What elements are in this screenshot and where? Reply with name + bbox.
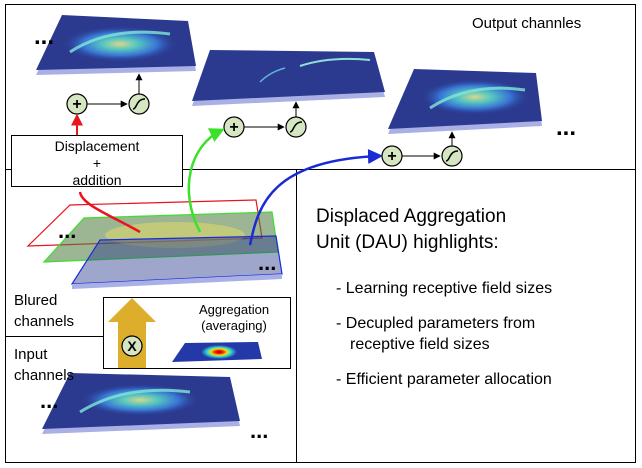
blurred-plane-base bbox=[72, 274, 282, 289]
highlight-item-learning: - Learning receptive field sizes bbox=[336, 280, 553, 297]
highlight-item-decoupled-cont: receptive field sizes bbox=[350, 336, 490, 353]
output-plane-2 bbox=[192, 50, 385, 106]
highlights-title-line2: Unit (DAU) highlights: bbox=[316, 232, 499, 253]
highlights-title-line1: Displaced Aggregation bbox=[316, 206, 507, 227]
displacement-text: Displacement bbox=[54, 138, 140, 154]
output-channels-label: Output channles bbox=[472, 15, 582, 32]
blue-displacement-path bbox=[248, 148, 383, 246]
blurred-plane-green bbox=[42, 211, 279, 263]
blurred-channels-text: channels bbox=[14, 313, 75, 330]
activation-node-3 bbox=[441, 145, 463, 167]
averaging-text: (averaging) bbox=[201, 318, 267, 333]
addition-text: addition bbox=[72, 172, 122, 188]
plus-text: + bbox=[92, 155, 102, 171]
input-channels-text: channels bbox=[14, 367, 75, 384]
multiply-node bbox=[121, 335, 143, 357]
highlights-list: - Learning receptive field sizes - Decup… bbox=[336, 278, 552, 390]
activation-node-1 bbox=[128, 93, 150, 115]
outer-frame bbox=[5, 4, 636, 463]
blurred-text: Blured bbox=[14, 292, 58, 309]
ellipsis-input-1: ... bbox=[40, 388, 58, 413]
input-channels-label: Input channels bbox=[14, 344, 74, 386]
input-plane bbox=[42, 373, 240, 434]
ellipsis-blurred-2: ... bbox=[258, 250, 276, 275]
activation-node-2 bbox=[285, 116, 307, 138]
highlight-item-decoupled: - Decupled parameters from bbox=[336, 315, 536, 332]
output-plane-3 bbox=[388, 69, 542, 134]
sum-symbol-3: + bbox=[387, 148, 396, 165]
sum-symbol-1: + bbox=[72, 96, 81, 113]
node-group-1: + bbox=[66, 73, 150, 115]
red-displacement-path bbox=[78, 191, 141, 234]
sum-symbol-2: + bbox=[229, 119, 238, 136]
ellipsis-output-1: ... bbox=[34, 23, 54, 50]
highlights-title: Displaced Aggregation Unit (DAU) highlig… bbox=[316, 204, 506, 256]
ellipsis-input-2: ... bbox=[250, 418, 268, 443]
output-plane-1 bbox=[36, 15, 196, 75]
highlight-item-efficient: - Efficient parameter allocation bbox=[336, 371, 552, 388]
displacement-addition-label: Displacement + addition bbox=[14, 138, 180, 189]
ellipsis-blurred-1: ... bbox=[58, 218, 76, 243]
input-text: Input bbox=[14, 346, 48, 363]
aggregation-label: Aggregation (averaging) bbox=[174, 302, 294, 334]
blurred-plane-stack bbox=[26, 199, 283, 289]
ellipsis-output-2: ... bbox=[556, 114, 576, 141]
node-group-3: + bbox=[381, 131, 463, 167]
gaussian-kernel-blob bbox=[201, 345, 237, 359]
blurred-channels-label: Blured channels bbox=[14, 290, 74, 332]
multiply-symbol: X bbox=[127, 338, 137, 354]
node-group-2: + bbox=[223, 101, 307, 138]
green-displacement-path bbox=[187, 128, 225, 233]
aggregation-text: Aggregation bbox=[198, 302, 270, 317]
aggregation-up-arrow bbox=[108, 298, 156, 368]
displacement-box bbox=[11, 135, 183, 187]
